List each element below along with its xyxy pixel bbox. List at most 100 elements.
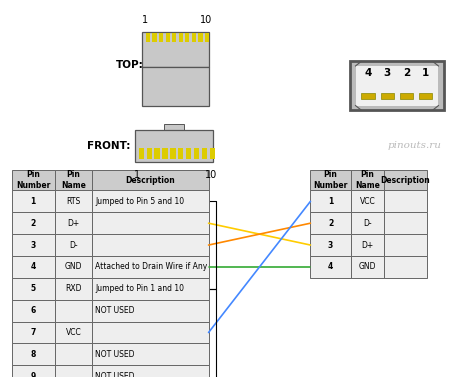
Text: Pin
Number: Pin Number [16,170,50,190]
Bar [92,300,209,322]
Text: D+: D+ [67,219,80,228]
Text: 9: 9 [30,372,36,377]
Text: VCC: VCC [359,197,375,206]
Bar [202,148,207,159]
Bar [92,234,209,256]
Bar [55,300,92,322]
Bar [55,322,92,343]
Bar [92,278,209,300]
Bar [12,365,55,377]
Text: Pin
Number: Pin Number [313,170,348,190]
Text: Description: Description [126,176,175,184]
Bar [351,234,384,256]
Bar [12,212,55,234]
Text: 10: 10 [200,15,212,25]
Bar [92,190,209,212]
Bar [142,32,209,67]
Text: Description: Description [381,176,430,184]
Text: RTS: RTS [66,197,81,206]
Text: 3: 3 [384,68,391,78]
Text: 1: 1 [142,15,147,25]
Bar [55,365,92,377]
Bar [381,93,394,99]
Bar [400,93,413,99]
Bar [12,170,55,190]
Bar [55,256,92,278]
Bar [142,67,209,106]
Bar [12,190,55,212]
Text: 1: 1 [30,197,36,206]
Text: pinouts.ru: pinouts.ru [388,141,442,150]
Bar [356,66,438,106]
Bar [162,148,168,159]
Bar [159,33,163,42]
Bar [351,170,384,190]
Text: 1: 1 [135,170,140,181]
Text: 4: 4 [30,262,36,271]
Bar [384,190,427,212]
Bar [55,170,92,190]
Bar [55,234,92,256]
Bar [12,278,55,300]
Bar [362,93,375,99]
Text: 6: 6 [30,306,36,315]
Bar [351,212,384,234]
Bar [350,61,444,110]
Bar [164,124,184,130]
Text: 1: 1 [422,68,429,78]
Bar [55,343,92,365]
Text: NOT USED: NOT USED [95,372,135,377]
Text: Attached to Drain Wire if Any: Attached to Drain Wire if Any [95,262,208,271]
Bar [146,148,152,159]
Text: GND: GND [359,262,376,271]
Text: Pin
Name: Pin Name [355,170,380,190]
Bar [194,148,199,159]
Text: D-: D- [363,219,372,228]
Text: D-: D- [69,241,78,250]
Bar [192,33,196,42]
Text: Jumped to Pin 1 and 10: Jumped to Pin 1 and 10 [95,284,184,293]
Bar [186,148,191,159]
Bar [351,256,384,278]
Bar [310,212,351,234]
Text: 4: 4 [365,68,372,78]
Bar [210,148,215,159]
Bar [135,130,213,162]
Text: 5: 5 [31,284,36,293]
Text: 1: 1 [328,197,333,206]
Text: 8: 8 [30,350,36,359]
Bar [310,234,351,256]
Text: FRONT:: FRONT: [87,141,130,151]
Bar [55,190,92,212]
Text: 3: 3 [30,241,36,250]
Text: 2: 2 [30,219,36,228]
Bar [199,33,202,42]
Bar [12,343,55,365]
Bar [419,93,432,99]
Bar [384,234,427,256]
Bar [92,322,209,343]
Bar [92,256,209,278]
Bar [12,322,55,343]
Bar [310,170,351,190]
Bar [146,33,150,42]
Bar [55,278,92,300]
Bar [92,343,209,365]
Bar [172,33,176,42]
Bar [165,33,170,42]
Text: VCC: VCC [65,328,82,337]
Bar [185,33,190,42]
Text: 10: 10 [205,170,217,181]
Text: TOP:: TOP: [116,60,144,70]
Bar [55,212,92,234]
Bar [205,33,209,42]
Text: Pin
Name: Pin Name [61,170,86,190]
Bar [170,148,175,159]
Bar [384,256,427,278]
Bar [152,33,156,42]
Bar [92,170,209,190]
Text: 7: 7 [30,328,36,337]
Text: 3: 3 [328,241,333,250]
Bar [310,256,351,278]
Bar [384,212,427,234]
